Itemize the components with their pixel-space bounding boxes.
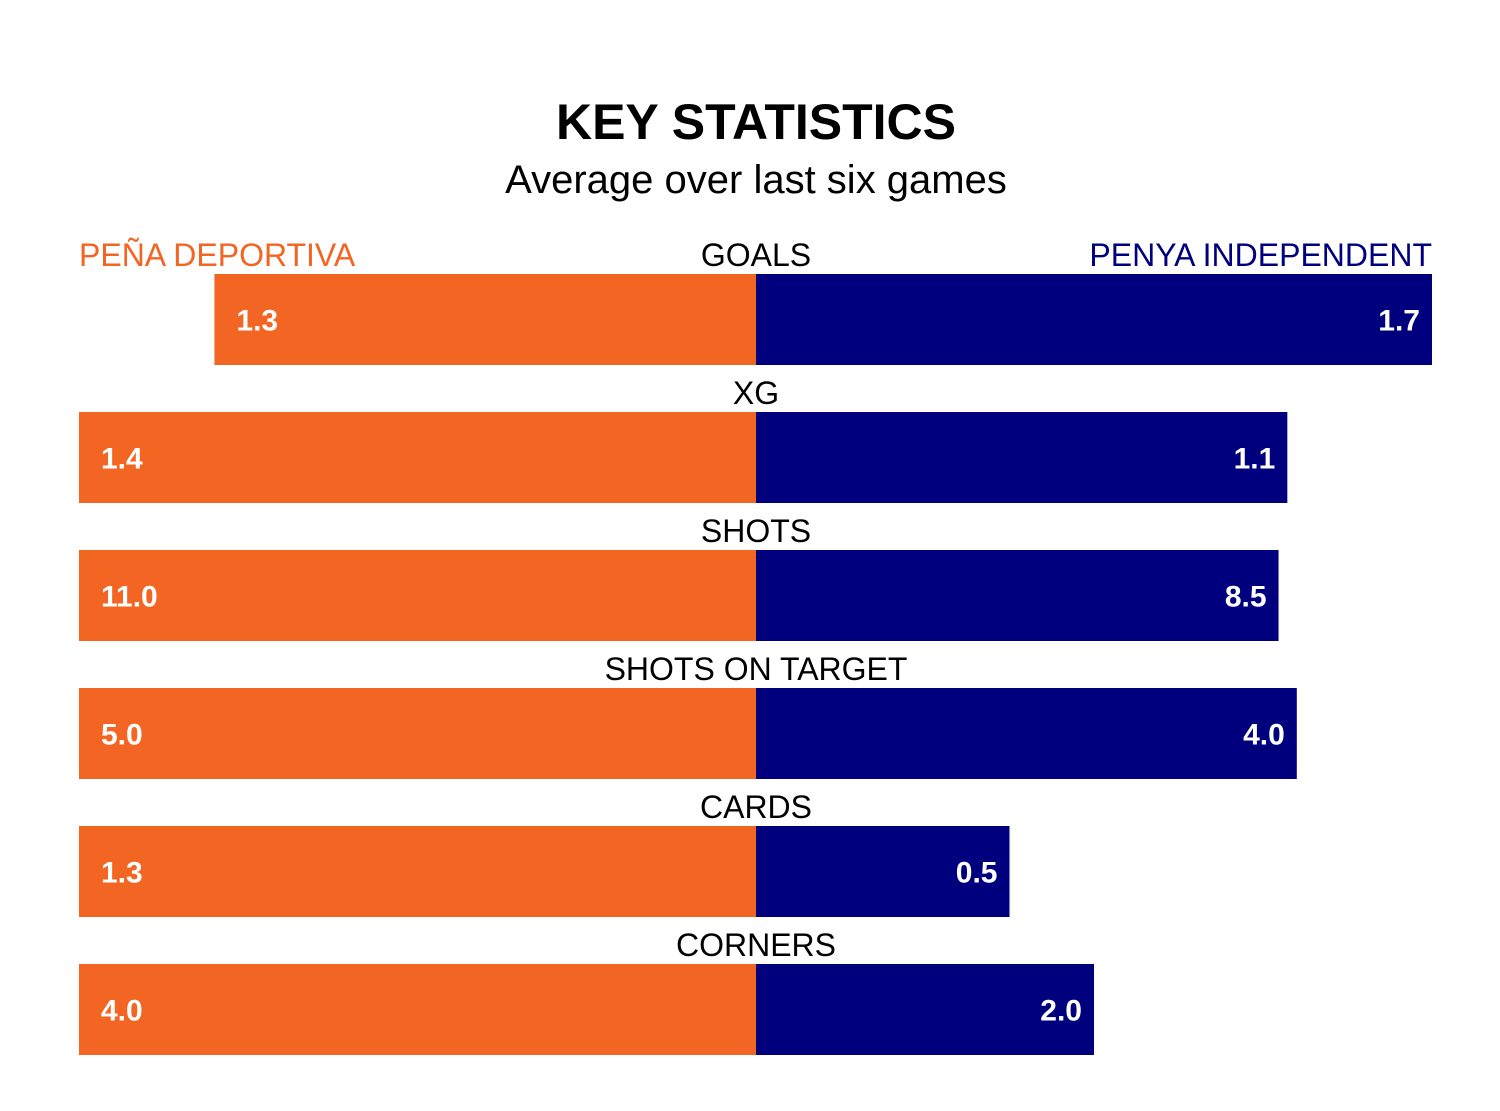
value-label-home-corners: 4.0 [101,995,143,1028]
category-label-goals: GOALS [701,237,811,273]
bar-home-shots-on-target [79,688,756,779]
bar-home-shots [79,550,756,641]
category-label-xg: XG [733,375,779,411]
bar-away-cards [756,826,1010,917]
category-label-shots: SHOTS [701,513,811,549]
value-label-away-xg: 1.1 [1234,443,1276,476]
chart-subtitle: Average over last six games [505,158,1007,202]
chart-title: KEY STATISTICS [556,94,956,150]
bar-away-shots-on-target [756,688,1297,779]
value-label-home-cards: 1.3 [101,857,143,890]
category-label-shots-on-target: SHOTS ON TARGET [605,651,908,687]
bar-away-xg [756,412,1288,503]
bar-away-corners [756,964,1094,1055]
value-label-away-shots-on-target: 4.0 [1243,719,1285,752]
bar-home-cards [79,826,756,917]
legend-away-team: PENYA INDEPENDENT [1089,237,1432,273]
value-label-away-goals: 1.7 [1378,305,1420,338]
value-label-home-xg: 1.4 [101,443,143,476]
value-label-home-shots-on-target: 5.0 [101,719,143,752]
bar-away-shots [756,550,1279,641]
bar-home-xg [79,412,756,503]
value-label-away-cards: 0.5 [956,857,998,890]
bar-rows: GOALS 1.3 1.7 XG 1.4 1.1 SHOTS 11.0 8.5 SHOTS ON … [79,237,1432,1055]
value-label-home-shots: 11.0 [101,581,158,614]
bar-home-goals [214,274,756,365]
value-label-away-corners: 2.0 [1040,995,1082,1028]
bar-home-corners [79,964,756,1055]
category-label-corners: CORNERS [676,927,836,963]
bar-away-goals [756,274,1432,365]
legend-home-team: PEÑA DEPORTIVA [79,237,356,273]
value-label-home-goals: 1.3 [236,305,278,338]
category-label-cards: CARDS [700,789,812,825]
value-label-away-shots: 8.5 [1225,581,1267,614]
